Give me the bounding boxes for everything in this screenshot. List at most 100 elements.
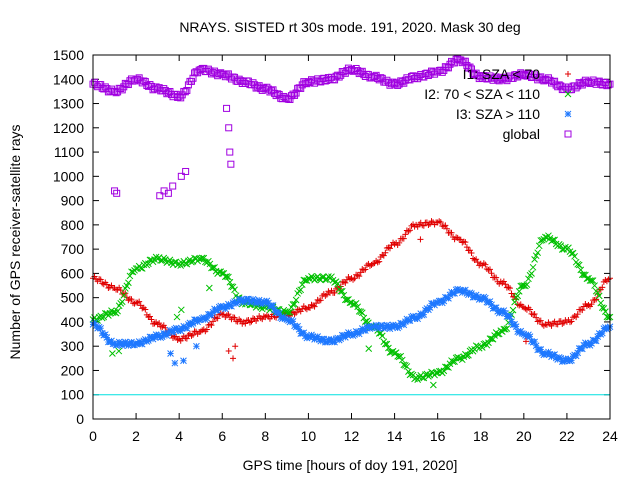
- trend-mark: [503, 325, 511, 332]
- outlier-point: [113, 189, 121, 197]
- trend-mark: [131, 341, 138, 349]
- trend-mark: [589, 277, 597, 284]
- outlier-point: [177, 306, 185, 314]
- trend-mark: [210, 318, 217, 325]
- trend-mark: [406, 227, 413, 234]
- trend-mark: [505, 312, 512, 320]
- trend-mark: [408, 313, 415, 321]
- x-tick-label: 24: [602, 428, 618, 444]
- outlier-point: [205, 284, 213, 292]
- trend-mark: [342, 279, 349, 286]
- trend-mark: [258, 300, 266, 308]
- trend-mark: [294, 322, 301, 330]
- trend-mark: [509, 306, 517, 314]
- trend-mark: [511, 320, 518, 328]
- trend-mark: [382, 249, 389, 256]
- trend-mark: [533, 314, 540, 321]
- outlier-point: [180, 357, 187, 365]
- trend-mark: [511, 298, 518, 306]
- trend-mark: [403, 363, 411, 370]
- trend-mark: [505, 284, 512, 291]
- trend-mark: [128, 338, 135, 346]
- trend-mark: [306, 305, 313, 312]
- x-tick-label: 8: [261, 428, 269, 444]
- trend-mark: [91, 319, 98, 327]
- trend-mark: [557, 354, 565, 362]
- trend-mark: [408, 222, 415, 229]
- trend-mark: [313, 300, 320, 307]
- x-tick-label: 18: [473, 428, 489, 444]
- x-tick-label: 2: [132, 428, 140, 444]
- trend-mark: [281, 315, 289, 322]
- trend-mark: [428, 218, 435, 225]
- trend-mark: [375, 325, 383, 332]
- trend-mark: [101, 331, 109, 338]
- trend-mark: [378, 322, 386, 329]
- trend-mark: [589, 336, 597, 344]
- y-tick-label: 1200: [53, 120, 84, 136]
- trend-mark: [378, 332, 386, 340]
- trend-mark: [549, 351, 557, 359]
- trend-mark: [580, 341, 588, 349]
- trend-mark: [203, 326, 210, 333]
- trend-mark: [554, 321, 561, 328]
- trend-mark: [351, 331, 358, 338]
- trend-mark: [486, 298, 494, 305]
- trend-mark: [365, 322, 372, 330]
- trend-mark: [215, 268, 223, 276]
- trend-mark: [183, 335, 190, 342]
- trend-mark: [605, 324, 612, 332]
- trend-mark: [515, 288, 523, 295]
- trend-mark: [311, 303, 318, 310]
- trend-mark: [214, 315, 221, 322]
- y-tick-label: 1300: [53, 96, 84, 112]
- trend-mark: [473, 256, 480, 263]
- trend-mark: [114, 307, 121, 315]
- trend-mark: [314, 333, 322, 340]
- trend-mark: [594, 333, 602, 341]
- trend-mark: [173, 333, 180, 340]
- trend-mark: [208, 322, 215, 329]
- trend-mark: [528, 270, 535, 277]
- trend-mark: [502, 281, 509, 288]
- axes: 0 2 4 6 8 10 12 14 16 18 20 22 240100200300400500600…: [53, 47, 618, 444]
- trend-mark: [368, 261, 375, 268]
- trend-mark: [431, 301, 438, 309]
- trend-mark: [350, 276, 357, 283]
- trend-mark: [415, 312, 423, 320]
- trend-mark: [468, 249, 475, 256]
- series-layer: [89, 55, 614, 389]
- trend-mark: [238, 298, 246, 306]
- x-tick-label: 12: [344, 428, 360, 444]
- trend-mark: [452, 286, 460, 294]
- trend-mark: [602, 308, 609, 316]
- trend-mark: [597, 299, 605, 307]
- y-tick-label: 400: [61, 314, 85, 330]
- trend-mark: [392, 322, 400, 329]
- trend-mark: [588, 301, 595, 308]
- trend-mark: [599, 284, 606, 291]
- trend-mark: [125, 342, 132, 349]
- trend-mark: [385, 323, 392, 330]
- y-tick-label: 700: [61, 241, 85, 257]
- y-tick-label: 1100: [54, 144, 84, 160]
- trend-mark: [461, 57, 469, 65]
- trend-mark: [443, 225, 450, 232]
- trend-mark: [217, 302, 225, 310]
- trend-mark: [532, 342, 540, 350]
- trend-mark: [549, 236, 557, 244]
- trend-mark: [183, 324, 191, 332]
- trend-mark: [226, 278, 234, 286]
- trend-mark: [109, 340, 117, 348]
- trend-mark: [485, 339, 492, 347]
- outlier-point: [115, 347, 123, 355]
- trend-mark: [555, 353, 563, 361]
- trend-mark: [591, 282, 598, 289]
- trend-mark: [500, 307, 508, 314]
- x-tick-label: 22: [559, 428, 575, 444]
- trend-mark: [242, 320, 249, 327]
- trend-mark: [295, 326, 303, 333]
- trend-mark: [466, 247, 473, 254]
- trend-mark: [145, 260, 152, 268]
- outlier-point: [164, 189, 172, 197]
